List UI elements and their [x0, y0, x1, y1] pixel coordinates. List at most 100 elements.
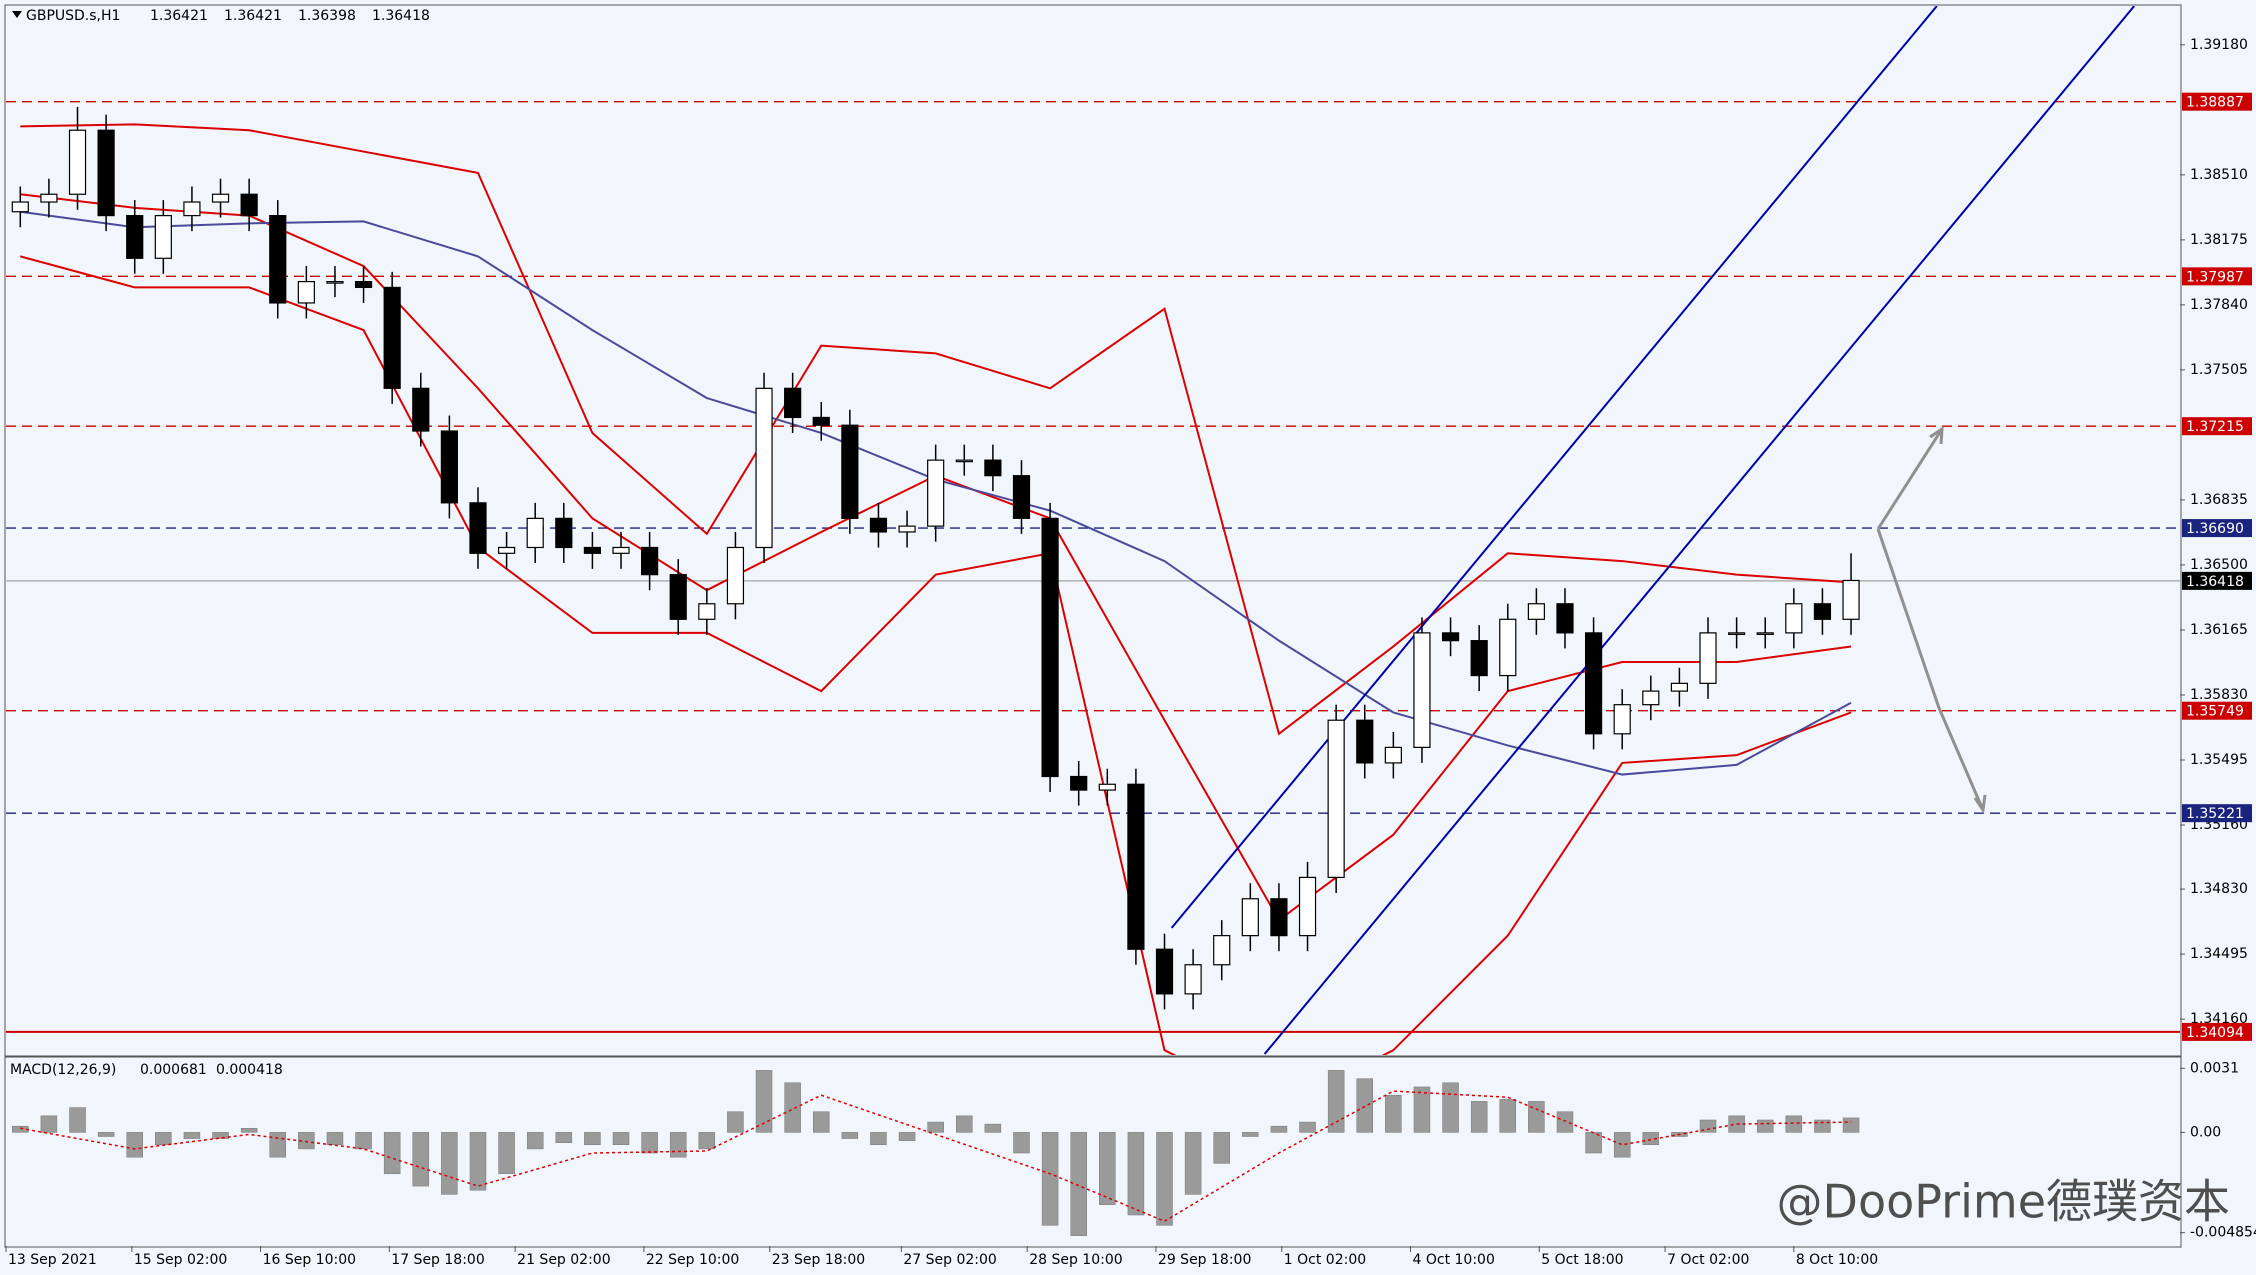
level-label: 1.34094 — [2186, 1025, 2244, 1041]
y-tick-label: 1.38510 — [2190, 167, 2248, 183]
candle-body — [1441, 632, 1460, 642]
candle-body — [1098, 783, 1116, 791]
ohlc-value: 1.36421 — [224, 8, 282, 24]
candle-body — [1070, 775, 1088, 791]
level-label-box — [2182, 92, 2252, 111]
candle-body — [1356, 719, 1374, 764]
candle-body — [583, 546, 602, 554]
macd-bar — [183, 1132, 201, 1139]
x-tick-label: 27 Sep 02:00 — [903, 1252, 996, 1268]
level-label-box — [2182, 519, 2252, 538]
candle-body — [412, 387, 430, 432]
x-tick-label: 29 Sep 18:00 — [1158, 1252, 1251, 1268]
candle-body — [1127, 783, 1145, 950]
x-tick-label: 5 Oct 18:00 — [1541, 1252, 1623, 1268]
level-label: 1.37987 — [2186, 269, 2244, 285]
candle-body — [1184, 964, 1202, 995]
macd-bar — [40, 1115, 58, 1133]
candle-body — [1756, 632, 1774, 635]
candle-body — [1556, 603, 1574, 634]
macd-y-tick-label: -0.004854 — [2190, 1225, 2256, 1241]
candle-body — [555, 517, 573, 549]
watermark: @DooPrime德璞资本 — [1777, 1175, 2230, 1229]
macd-bar — [469, 1132, 487, 1191]
macd-bar — [498, 1132, 515, 1174]
candle-body — [40, 193, 58, 203]
ohlc-value: 1.36421 — [150, 8, 208, 24]
candle-body — [1384, 746, 1402, 764]
y-tick-label: 1.35495 — [2190, 752, 2248, 768]
candle-body — [612, 546, 630, 554]
macd-bar — [1642, 1132, 1660, 1146]
candle-body — [1213, 935, 1231, 966]
macd-bar — [441, 1132, 458, 1195]
macd-bar — [1785, 1115, 1803, 1133]
candle-body — [1785, 603, 1803, 634]
candle-body — [869, 517, 888, 533]
ohlc-value: 1.36398 — [298, 8, 356, 24]
candle-body — [440, 430, 458, 504]
level-label-box — [2182, 571, 2252, 590]
candle-body — [1584, 632, 1603, 735]
ohlc-value: 1.36418 — [372, 8, 430, 24]
macd-y-tick-label: 0.0031 — [2190, 1060, 2239, 1076]
macd-pane — [12, 1070, 1860, 1236]
x-tick-label: 1 Oct 02:00 — [1284, 1252, 1366, 1268]
candle-body — [1413, 632, 1431, 748]
level-label-box — [2182, 417, 2252, 436]
macd-bar — [1413, 1086, 1431, 1133]
x-tick-label: 8 Oct 10:00 — [1796, 1252, 1878, 1268]
macd-bar — [355, 1132, 372, 1150]
candle-body — [1155, 948, 1174, 995]
macd-bar — [1470, 1101, 1488, 1133]
y-tick-label: 1.34495 — [2190, 946, 2248, 962]
candle-body — [1642, 690, 1660, 706]
level-label: 1.35221 — [2186, 806, 2244, 822]
x-tick-label: 21 Sep 02:00 — [517, 1252, 610, 1268]
x-tick-label: 23 Sep 18:00 — [772, 1252, 865, 1268]
macd-bar — [526, 1132, 544, 1150]
candle-body — [1842, 579, 1860, 620]
axes: 1.39180 1.38510 1.38175 1.37840 1.37505 1.368… — [5, 37, 2256, 1268]
candle-body — [755, 387, 773, 549]
y-tick-label: 1.35830 — [2190, 687, 2248, 703]
level-label: 1.37215 — [2186, 419, 2244, 435]
y-tick-label: 1.37505 — [2190, 362, 2248, 378]
candle-body — [326, 280, 344, 284]
level-label-box — [2182, 804, 2252, 823]
macd-bar — [269, 1132, 286, 1158]
level-label: 1.38887 — [2186, 95, 2244, 111]
macd-bar — [669, 1132, 687, 1158]
candle-body — [955, 459, 973, 463]
candle-body — [1327, 719, 1345, 879]
candle-body — [1613, 704, 1631, 735]
x-tick-label: 17 Sep 18:00 — [391, 1252, 484, 1268]
macd-bar — [1070, 1132, 1087, 1236]
macd-bar — [1213, 1132, 1230, 1164]
macd-bar — [555, 1132, 573, 1143]
y-tick-label: 1.36165 — [2190, 622, 2248, 638]
candle-body — [68, 129, 87, 195]
macd-bar — [69, 1107, 86, 1133]
macd-bar — [412, 1132, 430, 1187]
candle-body — [641, 546, 659, 576]
macd-bar — [1442, 1082, 1459, 1133]
macd-readout: 0.000418 — [216, 1062, 283, 1078]
candle-body — [154, 215, 172, 259]
candle-body — [927, 459, 945, 527]
candle-body — [126, 215, 144, 259]
macd-y-tick-label: 0.00 — [2190, 1124, 2221, 1140]
macd-bar — [1184, 1132, 1202, 1195]
candle-body — [1470, 640, 1488, 677]
macd-bar — [898, 1132, 916, 1141]
candle-body — [11, 201, 29, 213]
candle-body — [1241, 898, 1259, 937]
macd-signal — [20, 1090, 1852, 1223]
candle-body — [526, 517, 544, 549]
macd-bar — [326, 1132, 344, 1146]
macd-name: MACD(12,26,9) — [10, 1062, 116, 1078]
overlay-line — [1170, 6, 1938, 929]
candle-body — [898, 525, 916, 533]
macd-bar — [1499, 1099, 1517, 1133]
